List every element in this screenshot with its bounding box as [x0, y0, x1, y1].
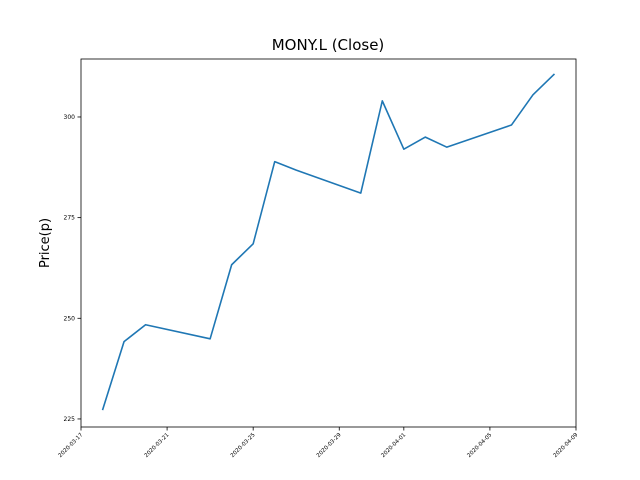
price-line [101, 73, 556, 411]
chart-title: MONY.L (Close) [272, 36, 385, 54]
y-tick-label: 225 [64, 416, 76, 423]
plot-frame [80, 58, 577, 428]
y-tick-label: 250 [64, 315, 76, 322]
y-axis-label: Price(p) [38, 218, 53, 268]
y-tick-label: 275 [64, 215, 76, 222]
y-tick-label: 300 [64, 114, 76, 121]
